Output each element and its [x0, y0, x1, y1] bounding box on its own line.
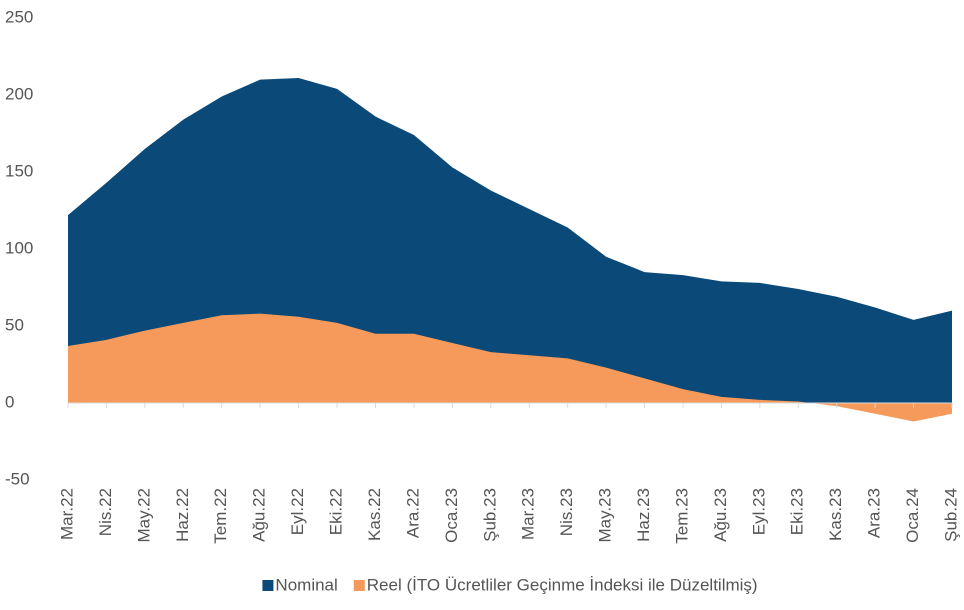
- x-tick-label: May.22: [134, 488, 153, 543]
- area: [68, 313, 952, 422]
- legend-swatch: [262, 580, 274, 591]
- x-tick-label: Oca.23: [442, 488, 461, 543]
- legend-swatch: [353, 580, 365, 591]
- y-tick-label: 250: [5, 7, 33, 26]
- y-tick-label: 0: [5, 392, 14, 411]
- x-tick-label: Nis.23: [557, 488, 576, 536]
- x-tick-label: Haz.23: [634, 488, 653, 542]
- x-tick-label: Kas.22: [365, 488, 384, 541]
- x-tick-label: Ağu.22: [250, 488, 269, 542]
- x-tick-label: Mar.22: [57, 488, 76, 540]
- legend-label: Nominal: [275, 575, 337, 594]
- x-tick-label: Eyl.23: [749, 488, 768, 535]
- x-tick-label: Haz.22: [173, 488, 192, 542]
- x-tick-label: Tem.23: [672, 488, 691, 544]
- legend: Nominal Reel (İTO Ücretliler Geçinme İnde…: [262, 575, 758, 594]
- x-tick-label: Oca.24: [903, 488, 922, 543]
- x-tick-label: Eyl.22: [288, 488, 307, 535]
- y-tick-label: 150: [5, 161, 33, 180]
- x-tick-label: Ağu.23: [711, 488, 730, 542]
- x-tick-label: Nis.22: [96, 488, 115, 536]
- x-tick-label: Mar.23: [519, 488, 538, 540]
- x-tick-label: Ara.23: [865, 488, 884, 538]
- x-tick-label: Ara.22: [403, 488, 422, 538]
- y-tick-label: -50: [5, 469, 30, 488]
- x-tick-label: Şub.23: [480, 488, 499, 542]
- x-tick-label: Şub.24: [941, 488, 960, 542]
- x-tick-label: Tem.22: [211, 488, 230, 544]
- x-tick-label: Kas.23: [826, 488, 845, 541]
- y-tick-label: 50: [5, 315, 24, 334]
- x-tick-label: Eki.23: [788, 488, 807, 535]
- x-tick-label: Eki.22: [327, 488, 346, 535]
- y-tick-label: 200: [5, 84, 33, 103]
- y-tick-label: 100: [5, 238, 33, 257]
- legend-label: Reel (İTO Ücretliler Geçinme İndeksi ile…: [367, 575, 758, 594]
- x-tick-label: May.23: [596, 488, 615, 543]
